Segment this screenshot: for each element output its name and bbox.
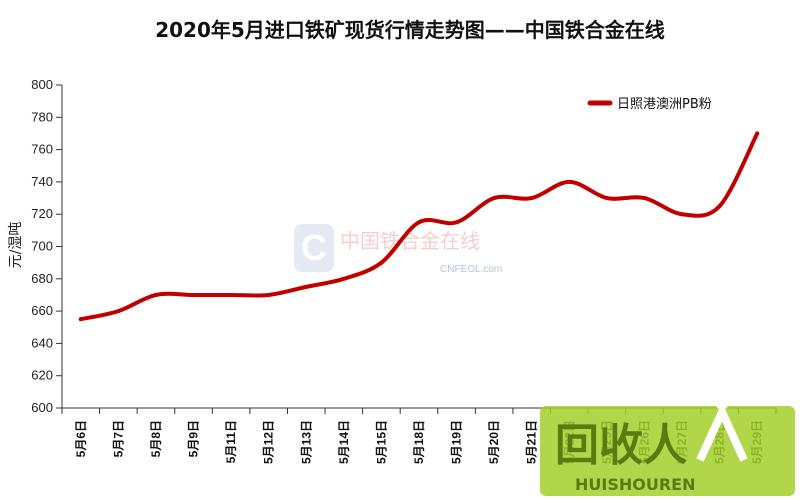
- y-tick-label: 640: [31, 335, 53, 350]
- x-tick-label: 5月21日: [525, 420, 539, 464]
- data-point: [492, 196, 497, 201]
- y-tick-label: 720: [31, 206, 53, 221]
- x-tick-label: 5月20日: [487, 420, 501, 464]
- site-logo-cn: 回收人: [555, 420, 687, 471]
- data-point: [266, 292, 271, 297]
- data-point: [755, 131, 760, 136]
- y-axis-label: 元/湿吨: [8, 222, 24, 269]
- data-point: [153, 292, 158, 297]
- data-point: [116, 309, 121, 314]
- y-tick-label: 620: [31, 368, 53, 383]
- x-tick-label: 5月12日: [262, 420, 276, 464]
- series-layer: [78, 131, 760, 322]
- data-point: [680, 212, 685, 217]
- recycle-person-icon: [696, 398, 748, 462]
- data-point: [529, 196, 534, 201]
- data-point: [567, 179, 572, 184]
- y-axis: 600 620 640 660 680 700 720 740 760 780 800: [31, 77, 63, 415]
- data-point: [78, 317, 83, 322]
- data-point: [379, 260, 384, 265]
- data-point: [642, 196, 647, 201]
- y-tick-label: 660: [31, 303, 53, 318]
- data-point: [717, 204, 722, 209]
- y-tick-label: 600: [31, 400, 53, 415]
- x-tick-label: 5月13日: [299, 420, 313, 464]
- data-point: [604, 196, 609, 201]
- y-tick-label: 760: [31, 142, 53, 157]
- data-point: [341, 276, 346, 281]
- y-tick-label: 780: [31, 109, 53, 124]
- x-tick-label: 5月9日: [187, 420, 201, 457]
- watermark: C 中国铁合金在线 CNFEOL.com: [294, 224, 502, 275]
- x-tick-label: 5月18日: [412, 420, 426, 464]
- y-tick-label: 680: [31, 271, 53, 286]
- chart-title: 2020年5月进口铁矿现货行情走势图——中国铁合金在线: [155, 18, 665, 42]
- watermark-logo-icon: [294, 224, 334, 272]
- data-point: [191, 292, 196, 297]
- watermark-logo-letter: C: [301, 227, 327, 268]
- legend: 日照港澳洲PB粉: [587, 96, 712, 112]
- data-point: [417, 220, 421, 225]
- y-tick-label: 740: [31, 174, 53, 189]
- x-tick-label: 5月11日: [224, 420, 238, 463]
- data-point: [304, 284, 309, 289]
- x-tick-label: 5月7日: [111, 420, 125, 457]
- data-point: [454, 220, 459, 225]
- site-logo-en: HUISHOUREN: [575, 475, 695, 494]
- site-logo: 回收人 HUISHOUREN: [540, 398, 795, 496]
- x-tick-label: 5月8日: [149, 420, 163, 457]
- y-tick-label: 800: [31, 77, 53, 92]
- series-line: [78, 131, 760, 322]
- x-tick-label: 5月19日: [450, 420, 464, 464]
- x-tick-label: 5月14日: [337, 420, 351, 464]
- watermark-cn: 中国铁合金在线: [340, 229, 480, 253]
- data-point: [229, 292, 234, 297]
- y-tick-label: 700: [31, 239, 53, 254]
- watermark-en: CNFEOL.com: [440, 264, 502, 275]
- legend-label: 日照港澳洲PB粉: [617, 96, 712, 112]
- x-tick-label: 5月15日: [374, 420, 388, 464]
- x-tick-label: 5月6日: [74, 420, 88, 457]
